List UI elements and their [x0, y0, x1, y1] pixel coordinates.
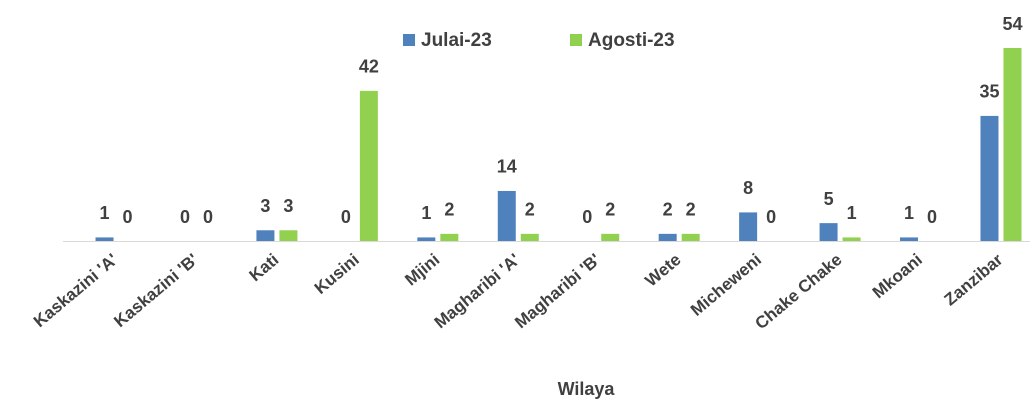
value-label: 0	[341, 207, 351, 227]
value-label: 8	[743, 178, 753, 198]
bar	[980, 115, 999, 241]
x-axis-title: Wilaya	[558, 379, 616, 399]
legend-label: Agosti-23	[588, 30, 675, 51]
x-tick-label: Magharibi 'A'	[431, 250, 524, 332]
value-label: 1	[904, 203, 914, 223]
value-label: 2	[525, 200, 535, 220]
value-label: 3	[260, 196, 270, 216]
value-label: 0	[582, 207, 592, 227]
bar	[497, 190, 516, 241]
value-label: 0	[203, 207, 213, 227]
legend-label: Julai-23	[421, 30, 492, 51]
x-tick-label: Magharibi 'B'	[511, 250, 604, 332]
bar	[842, 237, 861, 241]
value-label: 1	[421, 203, 431, 223]
value-label: 54	[1002, 14, 1022, 34]
value-label: 35	[979, 82, 999, 102]
bar	[900, 237, 919, 241]
x-tick-label: Kaskazini 'B'	[110, 250, 202, 331]
x-tick-label: Mkoani	[869, 250, 926, 302]
value-label: 2	[663, 200, 673, 220]
x-tick-label: Mjini	[401, 250, 443, 289]
value-label: 3	[283, 196, 293, 216]
bar	[681, 233, 700, 241]
x-tick-label: Kati	[246, 250, 283, 285]
value-label: 1	[100, 203, 110, 223]
bar	[520, 233, 539, 241]
value-label: 0	[180, 207, 190, 227]
value-label: 2	[605, 200, 615, 220]
bar	[1003, 48, 1022, 241]
x-tick-label: Micheweni	[687, 250, 765, 320]
value-label: 0	[766, 207, 776, 227]
x-tick-label: Kusini	[311, 250, 363, 298]
bar	[819, 223, 838, 241]
value-label: 2	[444, 200, 454, 220]
value-label: 0	[927, 207, 937, 227]
value-label: 1	[847, 203, 857, 223]
bar	[601, 233, 620, 241]
bar	[658, 233, 677, 241]
value-label: 14	[497, 157, 517, 177]
bar	[739, 212, 758, 241]
legend-swatch	[403, 34, 415, 46]
value-label: 2	[686, 200, 696, 220]
x-tick-label: Kaskazini 'A'	[30, 250, 122, 331]
bar	[95, 237, 114, 241]
bar	[359, 90, 378, 241]
value-label: 5	[824, 189, 834, 209]
value-label: 0	[123, 207, 133, 227]
bar	[256, 230, 275, 241]
bar	[279, 230, 298, 241]
value-label: 42	[359, 57, 379, 77]
legend-swatch	[570, 34, 582, 46]
x-tick-label: Wete	[642, 250, 685, 290]
bar	[440, 233, 459, 241]
x-tick-label: Chake Chake	[752, 250, 846, 333]
bar	[417, 237, 436, 241]
x-tick-label: Zanzibar	[941, 250, 1007, 310]
